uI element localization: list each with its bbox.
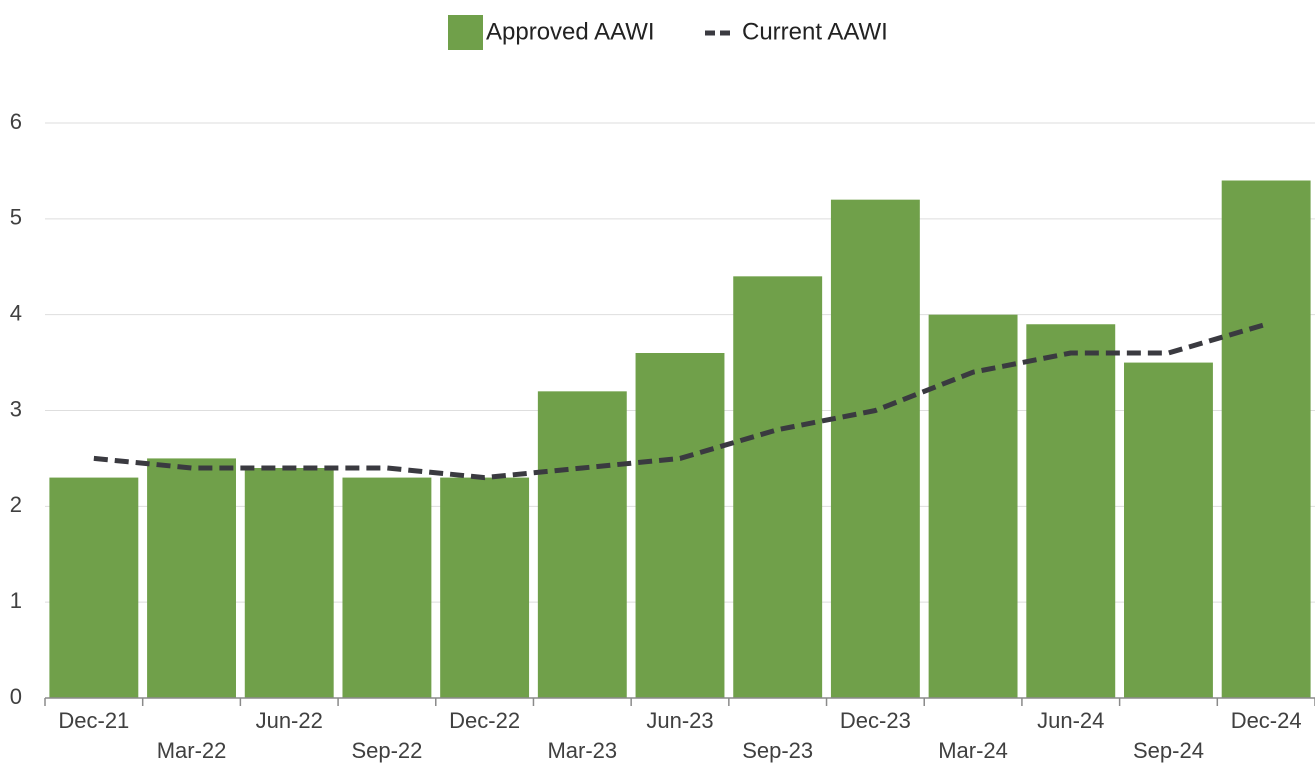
y-tick-label: 6 [10, 109, 22, 134]
x-tick-label: Mar-24 [938, 738, 1008, 763]
bar [1026, 324, 1116, 698]
bar [830, 199, 920, 698]
legend-swatch [448, 15, 483, 50]
x-tick-label: Mar-22 [157, 738, 227, 763]
x-tick-label: Dec-22 [449, 708, 520, 733]
y-tick-label: 2 [10, 492, 22, 517]
x-tick-label: Sep-22 [351, 738, 422, 763]
bar [342, 477, 432, 698]
bar [1221, 180, 1311, 698]
bar [440, 477, 530, 698]
y-tick-label: 0 [10, 684, 22, 709]
x-tick-label: Dec-24 [1231, 708, 1302, 733]
y-tick-label: 5 [10, 205, 22, 230]
x-tick-label: Mar-23 [547, 738, 617, 763]
x-tick-label: Jun-24 [1037, 708, 1104, 733]
bar [244, 468, 334, 698]
x-tick-label: Dec-23 [840, 708, 911, 733]
line [93, 321, 1267, 481]
x-tick-label: Sep-23 [742, 738, 813, 763]
bar [1124, 362, 1213, 698]
x-tick-label: Sep-24 [1133, 738, 1204, 763]
y-tick-label: 3 [10, 396, 22, 421]
x-tick-label: Dec-21 [58, 708, 129, 733]
y-tick-label: 1 [10, 588, 22, 613]
bar [147, 458, 236, 698]
legend-text: Current AAWI [742, 18, 888, 45]
bar [49, 477, 139, 698]
bar [928, 314, 1018, 698]
legend-text: Approved AAWI [486, 18, 655, 45]
x-tick-label: Jun-22 [256, 708, 323, 733]
y-tick-label: 4 [10, 300, 22, 325]
bar [733, 276, 823, 698]
bar [537, 391, 627, 698]
x-tick-label: Jun-23 [646, 708, 713, 733]
bar [635, 353, 725, 698]
